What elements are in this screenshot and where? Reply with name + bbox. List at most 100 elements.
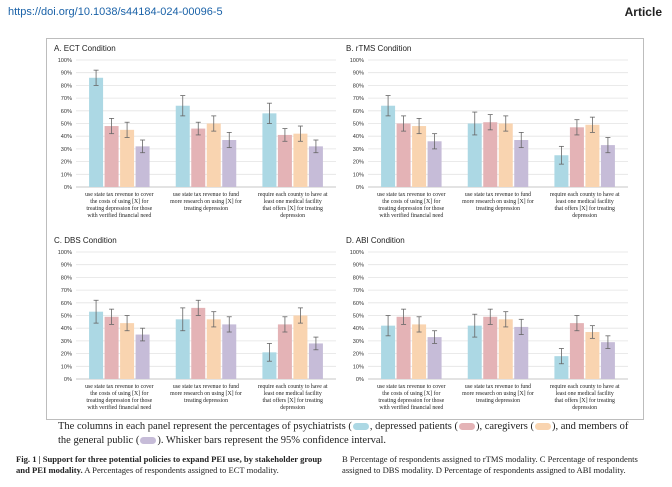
chart-title: A. ECT Condition (54, 44, 116, 53)
bar (175, 319, 190, 379)
swatch-psychiatrists (352, 423, 369, 431)
y-tick-label: 90% (353, 71, 364, 77)
y-tick-label: 50% (61, 314, 72, 320)
bar (135, 146, 150, 187)
bar (206, 123, 221, 187)
bar (396, 123, 411, 187)
y-tick-label: 10% (353, 172, 364, 178)
chart-panel-c: C. DBS Condition 0% 10% 20% 30% 40% 50% 60% 70% 8… (54, 236, 336, 411)
x-category-label: require each county to have at least one … (550, 384, 620, 411)
bar (191, 128, 206, 187)
y-tick-label: 10% (61, 364, 72, 370)
bar (262, 113, 277, 187)
bar (554, 356, 569, 379)
y-tick-label: 40% (61, 326, 72, 332)
y-tick-label: 50% (353, 314, 364, 320)
bar (412, 324, 427, 379)
y-tick-label: 60% (353, 109, 364, 115)
y-tick-label: 0% (64, 377, 72, 383)
bar (498, 319, 513, 379)
bar (554, 155, 569, 187)
bar (467, 325, 482, 379)
bar (308, 146, 323, 187)
bar (293, 315, 308, 379)
y-tick-label: 90% (61, 263, 72, 269)
bar (427, 337, 442, 379)
bar (222, 140, 237, 187)
x-category-label: use state tax revenue to fund more resear… (170, 191, 242, 212)
y-tick-label: 90% (353, 263, 364, 269)
y-tick-label: 30% (353, 147, 364, 153)
x-category-label: use state tax revenue to fund more resear… (462, 383, 534, 404)
y-tick-label: 100% (58, 250, 72, 256)
y-tick-label: 40% (353, 326, 364, 332)
y-tick-label: 80% (353, 275, 364, 281)
x-category-label: require each county to have at least one … (258, 384, 328, 411)
y-tick-label: 0% (356, 377, 364, 383)
bar (427, 141, 442, 187)
chart-title: D. ABI Condition (346, 236, 405, 245)
y-tick-label: 50% (61, 122, 72, 128)
bar (206, 319, 221, 379)
y-tick-label: 70% (353, 288, 364, 294)
y-tick-label: 10% (61, 172, 72, 178)
y-tick-label: 80% (353, 83, 364, 89)
x-category-label: use state tax revenue to cover the costs … (85, 384, 153, 411)
bar (483, 316, 498, 379)
bar (467, 123, 482, 187)
bar (175, 105, 190, 187)
bar (483, 122, 498, 187)
x-category-label: use state tax revenue to fund more resear… (170, 383, 242, 404)
y-tick-label: 20% (353, 352, 364, 358)
legend-caption-part4: ), and members of the general public ( (58, 421, 629, 446)
figure-caption-left: Fig. 1 | Support for three potential pol… (16, 454, 332, 476)
y-tick-label: 70% (61, 96, 72, 102)
legend-caption-part1: The columns in each panel represent the … (58, 421, 352, 432)
x-category-label: require each county to have at least one … (550, 192, 620, 219)
bar (585, 124, 600, 187)
bar (293, 133, 308, 187)
bar (120, 323, 135, 379)
y-tick-label: 50% (353, 122, 364, 128)
y-tick-label: 100% (58, 58, 72, 64)
bar (569, 323, 584, 379)
legend-caption: The columns in each panel represent the … (58, 420, 642, 447)
doi-link[interactable]: https://doi.org/10.1038/s44184-024-00096… (8, 6, 223, 18)
bar (514, 140, 529, 187)
y-tick-label: 30% (61, 339, 72, 345)
x-category-label: use state tax revenue to fund more resear… (462, 191, 534, 212)
x-category-label: use state tax revenue to cover the costs … (377, 384, 445, 411)
bar (135, 334, 150, 379)
bar (104, 126, 119, 187)
y-tick-label: 60% (61, 301, 72, 307)
bar (277, 324, 292, 379)
bar (277, 134, 292, 187)
y-tick-label: 70% (61, 288, 72, 294)
y-tick-label: 10% (353, 364, 364, 370)
y-tick-label: 40% (353, 134, 364, 140)
bar (498, 123, 513, 187)
y-tick-label: 100% (350, 58, 364, 64)
bar (396, 316, 411, 379)
y-tick-label: 0% (64, 185, 72, 191)
chart-panel-d: D. ABI Condition 0% 10% 20% 30% 40% 50% 60% 70% 8… (346, 236, 628, 411)
x-category-label: require each county to have at least one … (258, 192, 328, 219)
figure-frame (46, 38, 644, 420)
bar (381, 325, 396, 379)
y-tick-label: 60% (353, 301, 364, 307)
swatch-depressed-patients (458, 423, 475, 431)
bar (308, 343, 323, 379)
swatch-caregivers (534, 423, 551, 431)
bar (191, 307, 206, 379)
y-tick-label: 20% (353, 160, 364, 166)
bar (222, 324, 237, 379)
bar (600, 342, 615, 379)
y-tick-label: 20% (61, 352, 72, 358)
chart-panel-a: A. ECT Condition 0% 10% 20% 30% 40% 50% 60% 70% 8… (54, 44, 336, 219)
y-tick-label: 20% (61, 160, 72, 166)
y-tick-label: 60% (61, 109, 72, 115)
bar (89, 77, 104, 187)
x-category-label: use state tax revenue to cover the costs … (85, 192, 153, 219)
bar (569, 127, 584, 187)
bar (585, 332, 600, 379)
